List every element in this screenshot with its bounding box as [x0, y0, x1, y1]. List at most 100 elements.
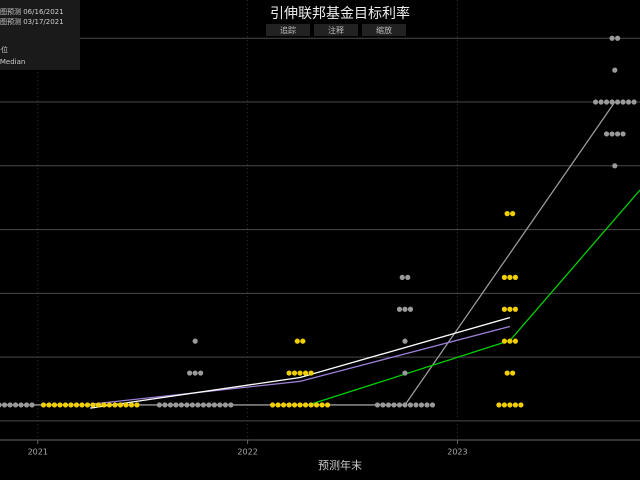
dot: [612, 163, 618, 169]
dot: [603, 99, 610, 105]
dot: [57, 402, 63, 408]
x-tick-label: 2021: [28, 448, 48, 457]
dot: [18, 402, 24, 408]
dot: [402, 402, 408, 408]
toolbar-button[interactable]: [266, 24, 310, 36]
toolbar-button[interactable]: [314, 24, 358, 36]
dot: [620, 99, 626, 105]
dot: [631, 99, 637, 105]
dot: [424, 402, 430, 408]
dot: [402, 306, 408, 312]
legend-box: [0, 0, 80, 70]
dot: [614, 131, 621, 137]
dot: [291, 402, 298, 408]
dot: [507, 338, 513, 344]
dot: [68, 402, 74, 408]
legend-entry: 的点图预测 03/17/2021: [0, 17, 64, 26]
dot: [134, 402, 140, 408]
dot: [512, 338, 519, 344]
dot: [374, 402, 381, 408]
dot: [217, 402, 223, 408]
dot: [269, 402, 276, 408]
toolbar-label[interactable]: 注释: [328, 25, 344, 35]
dot: [206, 402, 212, 408]
dot: [297, 370, 303, 376]
legend-entry: 的点图预测 06/16/2021: [0, 7, 64, 16]
dot: [512, 274, 519, 280]
dot: [79, 402, 85, 408]
dot: [117, 402, 124, 408]
dot: [598, 99, 604, 105]
dot: [0, 402, 2, 408]
dot: [106, 402, 113, 408]
dot: [156, 402, 162, 408]
dot: [73, 402, 80, 408]
dot: [625, 99, 632, 105]
dot: [396, 402, 403, 408]
dot: [7, 402, 13, 408]
toolbar-label[interactable]: 缩放: [376, 25, 392, 35]
median-line: [90, 325, 511, 405]
dot: [192, 338, 198, 344]
dot: [380, 402, 386, 408]
dot: [51, 402, 58, 408]
dot: [612, 67, 618, 73]
dot: [302, 402, 309, 408]
dot: [173, 402, 179, 408]
dot: [418, 402, 425, 408]
dot: [391, 402, 397, 408]
dot: [413, 402, 419, 408]
toolbar-label[interactable]: 追踪: [280, 25, 296, 35]
dot: [308, 402, 314, 408]
dot: [192, 370, 198, 376]
dot: [308, 370, 314, 376]
dot: [184, 402, 190, 408]
dot: [112, 402, 118, 408]
dot: [501, 274, 508, 280]
dot: [280, 402, 287, 408]
dot: [313, 402, 320, 408]
dot: [187, 370, 193, 376]
legend-note: s Median: [0, 58, 25, 66]
toolbar-button[interactable]: [362, 24, 406, 36]
dot: [211, 402, 217, 408]
dot: [1, 402, 8, 408]
dot: [123, 402, 129, 408]
dot: [198, 370, 204, 376]
dot: [609, 131, 615, 137]
x-tick-label: 2023: [447, 448, 467, 457]
dot: [429, 402, 436, 408]
dot: [40, 402, 47, 408]
dot: [510, 211, 516, 217]
dot: [504, 211, 510, 217]
dot: [501, 306, 508, 312]
dot: [603, 131, 610, 137]
dot: [162, 402, 168, 408]
dot: [23, 402, 30, 408]
dot: [507, 402, 513, 408]
dot: [128, 402, 135, 408]
dot: [95, 402, 102, 408]
dot: [62, 402, 69, 408]
dot: [291, 370, 298, 376]
dot: [407, 306, 414, 312]
grid: [0, 0, 640, 440]
median-line: [90, 316, 511, 409]
dot: [324, 402, 331, 408]
dot: [167, 402, 173, 408]
dot: [302, 370, 309, 376]
dot: [402, 370, 408, 376]
dot: [407, 402, 414, 408]
dot: [609, 99, 615, 105]
dot: [609, 35, 615, 41]
dot: [286, 370, 292, 376]
dot: [501, 402, 508, 408]
dot: [300, 338, 306, 344]
x-tick-label: 2022: [237, 448, 257, 457]
dot: [396, 306, 403, 312]
plot-area: [0, 35, 640, 409]
dot: [101, 402, 107, 408]
chart-title: 引伸联邦基金目标利率: [270, 5, 410, 22]
